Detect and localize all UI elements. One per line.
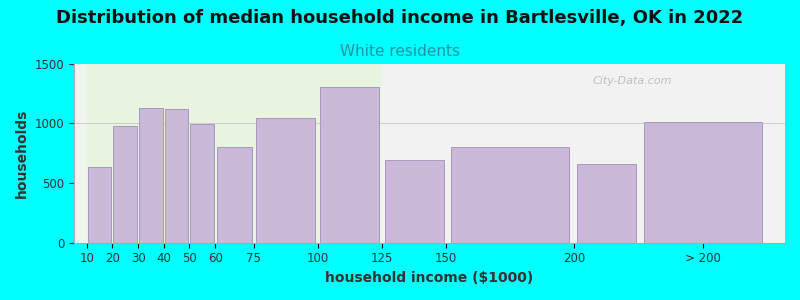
Bar — [190, 124, 214, 243]
Bar — [165, 109, 188, 243]
Bar — [86, 64, 382, 243]
Bar — [88, 167, 111, 243]
Bar — [139, 108, 162, 243]
Y-axis label: households: households — [15, 108, 29, 198]
Text: Distribution of median household income in Bartlesville, OK in 2022: Distribution of median household income … — [56, 9, 744, 27]
Text: City-Data.com: City-Data.com — [593, 76, 673, 86]
Bar — [382, 64, 780, 243]
Bar — [114, 126, 137, 243]
Bar — [385, 160, 443, 243]
Bar — [256, 118, 315, 243]
Bar — [577, 164, 636, 243]
X-axis label: household income ($1000): household income ($1000) — [326, 271, 534, 285]
Text: White residents: White residents — [340, 44, 460, 59]
Bar — [644, 122, 762, 243]
Bar — [320, 87, 379, 243]
Bar — [451, 147, 570, 243]
Bar — [217, 147, 252, 243]
